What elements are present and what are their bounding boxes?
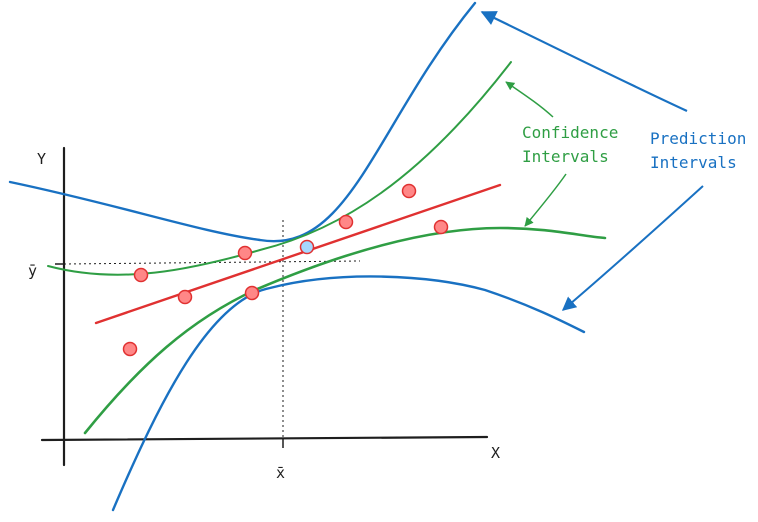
data-point xyxy=(122,341,138,357)
y-mean-label: ȳ xyxy=(28,262,37,280)
prediction-label-line2: Intervals xyxy=(650,153,737,172)
data-point xyxy=(338,214,354,230)
x-mean-label: x̄ xyxy=(276,464,285,482)
confidence-arrow-lower xyxy=(524,173,567,227)
confidence-label-line2: Intervals xyxy=(522,147,609,166)
x-axis xyxy=(40,435,489,442)
data-point xyxy=(133,267,149,283)
data-point xyxy=(299,239,315,255)
regression-line xyxy=(94,183,502,325)
prediction-arrow-upper xyxy=(480,11,688,112)
prediction-upper-curve xyxy=(8,1,477,243)
data-point xyxy=(433,219,449,235)
prediction-lower-curve xyxy=(111,275,586,512)
confidence-upper-curve xyxy=(47,61,512,276)
data-point xyxy=(177,289,193,305)
x-axis-label: X xyxy=(491,444,500,462)
confidence-arrow-upper xyxy=(505,81,554,118)
prediction-label-line1: Prediction xyxy=(650,129,746,148)
y-mean-guide xyxy=(63,260,361,265)
y-axis-label: Y xyxy=(37,150,46,168)
data-point xyxy=(237,245,253,261)
data-points xyxy=(122,183,449,357)
data-point xyxy=(244,285,260,301)
data-point xyxy=(401,183,417,199)
prediction-arrow-lower xyxy=(561,185,704,311)
confidence-lower-curve xyxy=(83,226,607,435)
confidence-label-line1: Confidence xyxy=(522,123,618,142)
